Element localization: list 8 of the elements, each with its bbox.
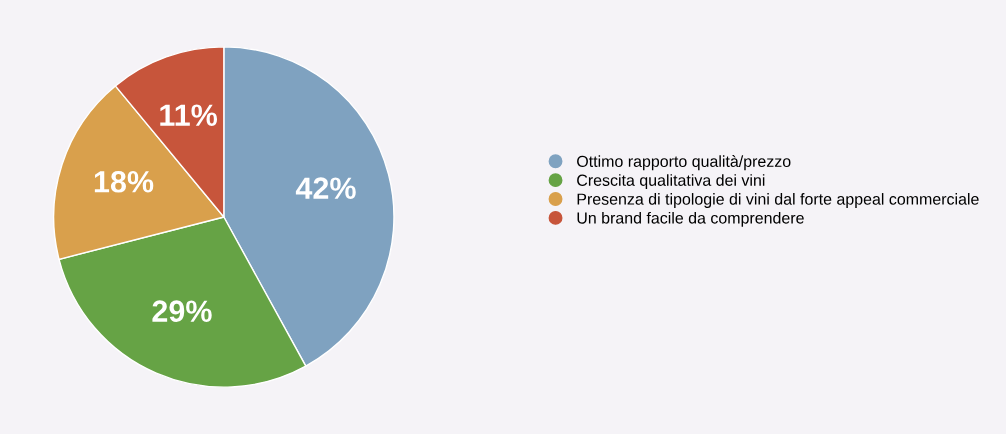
- legend-label: Un brand facile da comprendere: [577, 211, 804, 227]
- data-label: 29%: [152, 300, 212, 323]
- legend-label: Presenza di tipologie di vini dal forte appeal commerciale: [577, 193, 979, 208]
- legend-label: Ottimo rapporto qualità/prezzo: [577, 155, 791, 171]
- legend-label: Crescita qualitativa dei vini: [577, 174, 765, 190]
- data-label: 11%: [160, 104, 218, 126]
- data-label: 42%: [295, 177, 356, 199]
- data-label: 18%: [94, 170, 154, 193]
